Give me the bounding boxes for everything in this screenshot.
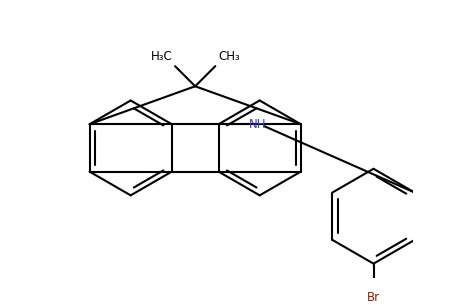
Text: H₃C: H₃C <box>150 50 172 63</box>
Text: NH: NH <box>249 118 266 131</box>
Text: CH₃: CH₃ <box>218 50 239 63</box>
Text: Br: Br <box>366 291 379 304</box>
